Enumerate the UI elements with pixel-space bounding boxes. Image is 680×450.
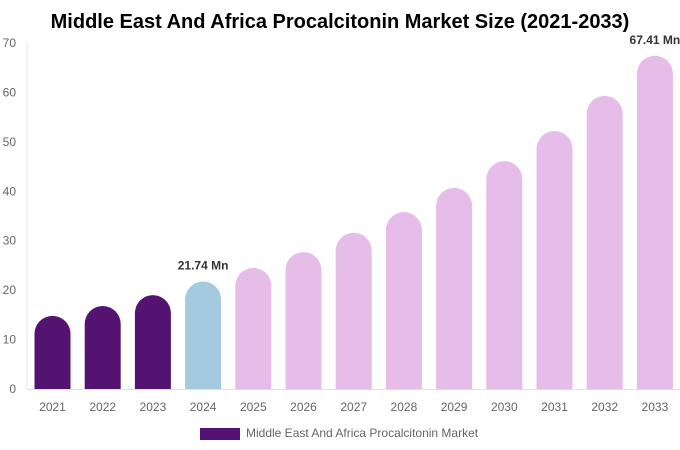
y-tick-label: 40 — [3, 184, 17, 198]
x-tick-label: 2024 — [190, 400, 217, 414]
bar-2031 — [536, 130, 573, 390]
data-label: 21.74 Mn — [178, 259, 229, 273]
bar-2027 — [335, 232, 372, 389]
bar-2029 — [436, 187, 473, 389]
legend-swatch — [200, 428, 240, 440]
x-tick-label: 2031 — [541, 400, 568, 414]
x-tick-label: 2033 — [642, 400, 669, 414]
x-tick-label: 2025 — [240, 400, 267, 414]
bar-2026 — [285, 252, 322, 389]
data-label: 67.41 Mn — [630, 33, 680, 47]
bar-2032 — [586, 95, 623, 389]
legend: Middle East And Africa Procalcitonin Mar… — [200, 426, 479, 440]
x-tick-label: 2030 — [491, 400, 518, 414]
bar-2022 — [84, 305, 121, 389]
x-tick-label: 2032 — [591, 400, 618, 414]
x-tick-label: 2028 — [391, 400, 418, 414]
x-tick-label: 2029 — [441, 400, 468, 414]
y-tick-label: 0 — [9, 382, 16, 396]
bar-2021 — [34, 315, 71, 389]
legend-label: Middle East And Africa Procalcitonin Mar… — [246, 426, 479, 440]
bar-2023 — [134, 295, 171, 389]
y-tick-label: 20 — [3, 283, 17, 297]
y-tick-label: 30 — [3, 234, 17, 248]
chart-title: Middle East And Africa Procalcitonin Mar… — [51, 11, 630, 33]
bar-2024 — [185, 281, 222, 389]
y-tick-label: 60 — [3, 85, 17, 99]
x-tick-label: 2023 — [140, 400, 167, 414]
y-tick-label: 70 — [3, 36, 17, 50]
y-tick-label: 50 — [3, 135, 17, 149]
y-tick-label: 10 — [3, 333, 17, 347]
bar-2025 — [235, 267, 272, 389]
bar-2030 — [486, 161, 523, 389]
x-tick-label: 2026 — [290, 400, 317, 414]
x-tick-label: 2022 — [89, 400, 116, 414]
bar-2028 — [385, 212, 422, 389]
x-tick-label: 2021 — [39, 400, 66, 414]
bar-2033 — [636, 55, 673, 390]
x-tick-label: 2027 — [340, 400, 367, 414]
